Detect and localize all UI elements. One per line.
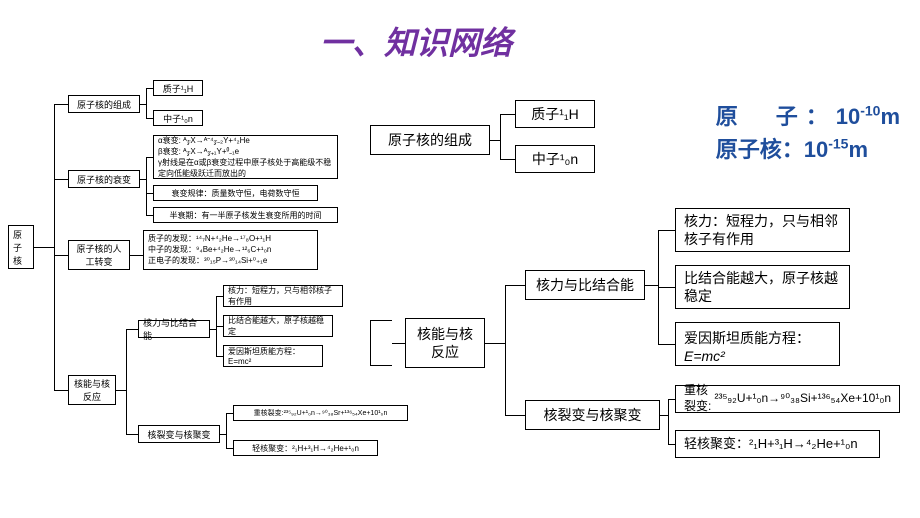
halflife: 半衰期：有一半原子核发生衰变所用的时间 xyxy=(153,207,338,223)
r-energy: 核能与核反应 xyxy=(405,318,485,368)
r-force-binding: 核力与比结合能 xyxy=(525,270,645,300)
root-nucleus: 原子核 xyxy=(8,225,34,269)
energy-label: 核能与核反应 xyxy=(68,375,116,405)
fission-fusion-label: 核裂变与核聚变 xyxy=(138,425,220,443)
artificial-label: 原子核的人工转变 xyxy=(68,240,130,270)
decay-label: 原子核的衰变 xyxy=(68,170,140,188)
r-stub xyxy=(370,320,392,366)
decay-rule: 衰变规律：质量数守恒，电荷数守恒 xyxy=(153,185,318,201)
r-neutron: 中子¹₀n xyxy=(515,145,595,173)
proton-box: 质子¹₁H xyxy=(153,80,203,96)
einstein-detail: 爱因斯坦质能方程：E=mc² xyxy=(223,345,323,367)
r-fusion: 轻核聚变： ²₁H+³₁H→⁴₂He+¹₀n xyxy=(675,430,880,458)
r-proton: 质子¹₁H xyxy=(515,100,595,128)
r-force: 核力：短程力，只与相邻核子有作用 xyxy=(675,208,850,252)
force-binding-label: 核力与比结合能 xyxy=(138,320,210,338)
binding-detail: 比结合能越大，原子核越稳定 xyxy=(223,315,333,337)
page-title: 一、知识网络 xyxy=(320,18,512,64)
nucleus-scale: 原子核：10-15m xyxy=(716,133,900,166)
r-einstein: 爱因斯坦质能方程： E=mc² xyxy=(675,322,840,366)
neutron-box: 中子¹₀n xyxy=(153,110,203,126)
r-fission: 重核裂变: ²³⁵₉₂U+¹₀n→⁹⁰₃₈Si+¹³⁶₅₄Xe+10¹₀n xyxy=(675,385,900,413)
r-fission-fusion: 核裂变与核聚变 xyxy=(525,400,660,430)
scale-annotations: 原 子：10-10m 原子核：10-15m xyxy=(716,100,900,166)
artificial-details: 质子的发现：¹⁴₇N+⁴₂He→¹⁷₈O+¹₁H 中子的发现：⁹₄Be+⁴₂He… xyxy=(143,230,318,270)
atom-scale: 原 子：10-10m xyxy=(716,100,900,133)
decay-types: α衰变: ᴬ𝓏X→ᴬ⁻⁴𝓏₋₂Y+⁴₂He β衰变: ᴬ𝓏X→ᴬ𝓏₊₁Y+⁰₋₁… xyxy=(153,135,338,179)
force-detail: 核力：短程力，只与相邻核子有作用 xyxy=(223,285,343,307)
fission-detail: 重核裂变:²³⁵₉₂U+¹₀n→⁹⁰₃₈Sr+¹³⁶₅₄Xe+10¹₀n xyxy=(233,405,408,421)
fusion-detail: 轻核聚变：²₁H+³₁H→⁴₂He+¹₀n xyxy=(233,440,378,456)
composition-label: 原子核的组成 xyxy=(68,95,140,113)
r-composition: 原子核的组成 xyxy=(370,125,490,155)
r-binding: 比结合能越大，原子核越稳定 xyxy=(675,265,850,309)
